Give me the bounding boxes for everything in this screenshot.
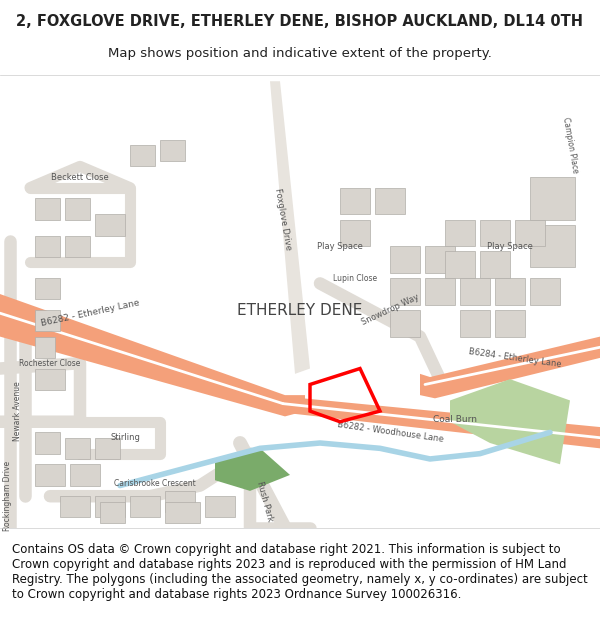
Text: Play Space: Play Space: [487, 242, 533, 251]
Polygon shape: [340, 219, 370, 246]
Text: Rochester Close: Rochester Close: [19, 359, 80, 368]
Text: Coal Burn: Coal Burn: [433, 415, 477, 424]
Polygon shape: [95, 496, 125, 518]
Polygon shape: [390, 278, 420, 304]
Text: Snowdrop Way: Snowdrop Way: [360, 292, 420, 328]
Polygon shape: [60, 496, 90, 518]
Polygon shape: [375, 188, 405, 214]
Polygon shape: [70, 464, 100, 486]
Text: B6282 - Etherley Lane: B6282 - Etherley Lane: [40, 298, 140, 328]
Text: Contains OS data © Crown copyright and database right 2021. This information is : Contains OS data © Crown copyright and d…: [12, 542, 588, 601]
Text: Lupin Close: Lupin Close: [333, 274, 377, 282]
Polygon shape: [95, 214, 125, 236]
Polygon shape: [65, 198, 90, 219]
Polygon shape: [420, 337, 600, 398]
Polygon shape: [450, 379, 570, 464]
Polygon shape: [445, 219, 475, 246]
Polygon shape: [165, 491, 195, 512]
Text: Rush Park: Rush Park: [255, 481, 275, 522]
Polygon shape: [495, 278, 525, 304]
Polygon shape: [530, 225, 575, 268]
Polygon shape: [35, 337, 55, 358]
Polygon shape: [495, 310, 525, 337]
Text: B6282 - Woodhouse Lane: B6282 - Woodhouse Lane: [336, 421, 444, 444]
Polygon shape: [160, 140, 185, 161]
Polygon shape: [35, 310, 60, 331]
Polygon shape: [270, 395, 600, 448]
Text: Map shows position and indicative extent of the property.: Map shows position and indicative extent…: [108, 48, 492, 61]
Polygon shape: [165, 501, 200, 522]
Text: Newark Avenue: Newark Avenue: [13, 381, 23, 441]
Text: Rockingham Drive: Rockingham Drive: [4, 461, 13, 531]
Polygon shape: [95, 438, 120, 459]
Polygon shape: [270, 81, 310, 374]
Polygon shape: [515, 219, 545, 246]
Polygon shape: [35, 278, 60, 299]
Polygon shape: [480, 219, 510, 246]
Polygon shape: [390, 246, 420, 272]
Polygon shape: [215, 448, 290, 491]
Text: 2, FOXGLOVE DRIVE, ETHERLEY DENE, BISHOP AUCKLAND, DL14 0TH: 2, FOXGLOVE DRIVE, ETHERLEY DENE, BISHOP…: [17, 14, 583, 29]
Polygon shape: [35, 236, 60, 257]
Polygon shape: [530, 177, 575, 219]
Text: Campion Place: Campion Place: [560, 116, 580, 174]
Polygon shape: [65, 438, 90, 459]
Text: Foxglove Drive: Foxglove Drive: [273, 188, 293, 251]
Polygon shape: [205, 496, 235, 518]
Polygon shape: [530, 278, 560, 304]
Polygon shape: [0, 294, 305, 416]
Polygon shape: [425, 278, 455, 304]
Text: Beckett Close: Beckett Close: [51, 173, 109, 181]
Polygon shape: [425, 246, 455, 272]
Polygon shape: [35, 432, 60, 454]
Polygon shape: [65, 236, 90, 257]
Polygon shape: [480, 251, 510, 278]
Polygon shape: [390, 310, 420, 337]
Polygon shape: [460, 310, 490, 337]
Text: Carisbrooke Crescent: Carisbrooke Crescent: [114, 479, 196, 488]
Polygon shape: [100, 501, 125, 522]
Polygon shape: [130, 496, 160, 518]
Text: Play Space: Play Space: [317, 242, 363, 251]
Polygon shape: [460, 278, 490, 304]
Polygon shape: [35, 369, 65, 390]
Text: ETHERLEY DENE: ETHERLEY DENE: [238, 302, 362, 318]
Polygon shape: [130, 145, 155, 166]
Polygon shape: [35, 464, 65, 486]
Text: B6284 - Etherley Lane: B6284 - Etherley Lane: [468, 347, 562, 369]
Text: Stirling: Stirling: [110, 433, 140, 442]
Polygon shape: [35, 198, 60, 219]
Polygon shape: [445, 251, 475, 278]
Polygon shape: [340, 188, 370, 214]
